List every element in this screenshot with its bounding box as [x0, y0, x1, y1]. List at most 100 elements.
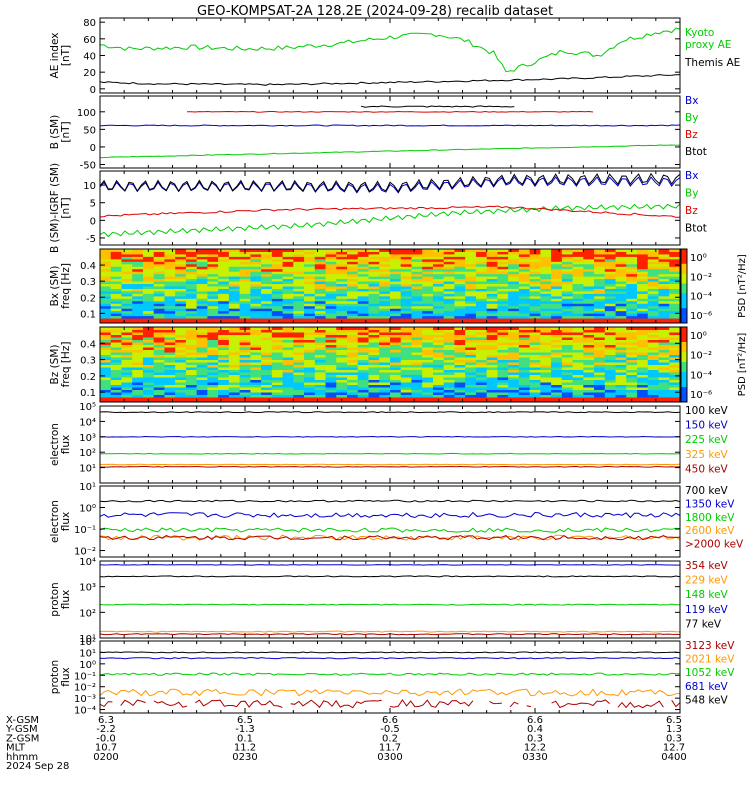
spectrogram-cell [518, 379, 531, 383]
spectrogram-cell [647, 281, 660, 285]
spectrogram-cell [658, 327, 670, 330]
spectrogram-cell [454, 389, 466, 393]
spectrogram-cell [368, 377, 380, 380]
spectrogram-cell [432, 367, 445, 370]
spectrogram-cell [540, 354, 552, 358]
spectrogram-cell [626, 369, 638, 373]
spectrogram-cell [465, 249, 477, 252]
spectrogram-cell [518, 372, 531, 375]
spectrogram-cell [132, 315, 144, 319]
spectrogram-cell [669, 339, 681, 343]
spectrogram-cell [153, 369, 165, 373]
spectrogram-cell [357, 249, 370, 252]
spectrogram-cell [357, 320, 370, 324]
spectrogram-cell [669, 318, 681, 322]
spectrogram-cell [540, 389, 552, 393]
spectrogram-cell [368, 327, 380, 330]
spectrogram-cell [615, 369, 627, 373]
spectrogram-cell [658, 362, 670, 365]
spectrogram-cell [572, 298, 584, 302]
legend-entry: 3123 keV [685, 640, 735, 652]
spectrogram-cell [594, 258, 606, 262]
spectrogram-cell [347, 344, 359, 348]
spectrogram-cell [486, 347, 498, 350]
spectrogram-cell [572, 261, 584, 265]
spectrogram-cell [465, 384, 477, 388]
spectrogram-cell [218, 389, 230, 393]
spectrogram-cell [583, 344, 595, 348]
spectrogram-cell [347, 369, 359, 373]
spectrogram-cell [390, 276, 402, 280]
spectrogram-cell [185, 327, 198, 330]
spectrogram-cell [637, 369, 649, 373]
spectrogram-cell [218, 261, 230, 265]
spectrogram-cell [411, 281, 423, 285]
spectrogram-cell [379, 281, 391, 285]
spectrogram-cell [196, 379, 208, 383]
spectrogram-cell [239, 392, 251, 395]
spectrogram-cell [432, 379, 445, 383]
spectrogram-cell [304, 367, 316, 370]
spectrogram-cell [282, 362, 294, 365]
spectrogram-cell [411, 278, 423, 282]
spectrogram-cell [572, 273, 584, 277]
spectrogram-cell [454, 276, 466, 280]
spectrogram-cell [626, 308, 638, 312]
spectrogram-cell [218, 357, 230, 360]
spectrogram-cell [390, 344, 402, 348]
spectrogram-cell [390, 392, 402, 395]
spectrogram-cell [282, 283, 294, 287]
spectrogram-cell [390, 379, 402, 383]
legend-entry: >2000 keV [685, 539, 744, 551]
spectrogram-cell [218, 268, 230, 272]
spectrogram-cell [658, 310, 670, 314]
spectrogram-cell [658, 308, 670, 312]
series-line-325-kev [99, 463, 681, 466]
spectrogram-cell [572, 308, 584, 312]
spectrogram-cell [271, 278, 284, 282]
spectrogram-cell [207, 364, 219, 368]
y-tick-label: 10¹ [79, 648, 96, 659]
colorbar-step [681, 288, 687, 292]
spectrogram-cell [153, 337, 165, 340]
spectrogram-cell [228, 278, 241, 282]
spectrogram-cell [293, 367, 305, 370]
spectrogram-cell [271, 266, 284, 270]
spectrogram-cell [400, 344, 412, 348]
y-axis-label: protonflux [49, 582, 72, 616]
spectrogram-cell [185, 261, 198, 265]
spectrogram-cell [142, 387, 155, 390]
spectrogram-cell [175, 305, 187, 309]
spectrogram-cell [497, 281, 509, 285]
spectrogram-cell [261, 249, 273, 252]
spectrogram-cell [454, 394, 466, 398]
spectrogram-cell [486, 382, 498, 385]
spectrogram-cell [185, 382, 198, 385]
spectrogram-cell [379, 290, 391, 294]
spectrogram-cell [411, 273, 423, 277]
spectrogram-cell [368, 256, 380, 260]
spectrogram-cell [336, 364, 348, 368]
spectrogram-cell [465, 303, 477, 307]
spectrogram-cell [271, 344, 284, 348]
spectrogram-cell [185, 268, 198, 272]
spectrogram-cell [196, 288, 208, 292]
spectrogram-cell [153, 382, 165, 385]
spectrogram-cell [626, 362, 638, 365]
spectrogram-cell [100, 389, 112, 393]
spectrogram-cell [153, 397, 165, 400]
spectrogram-cell [432, 261, 445, 265]
spectrogram-cell [454, 392, 466, 395]
spectrogram-cell [218, 258, 230, 262]
spectrogram-cell [357, 315, 370, 319]
spectrogram-cell [196, 329, 208, 333]
spectrogram-cell [594, 389, 606, 393]
spectrogram-cell [583, 318, 595, 322]
spectrogram-cell [357, 344, 370, 348]
spectrogram-cell [314, 387, 327, 390]
spectrogram-cell [497, 320, 509, 324]
spectrogram-cell [185, 329, 198, 333]
spectrogram-cell [518, 374, 531, 378]
spectrogram-cell [261, 251, 273, 255]
